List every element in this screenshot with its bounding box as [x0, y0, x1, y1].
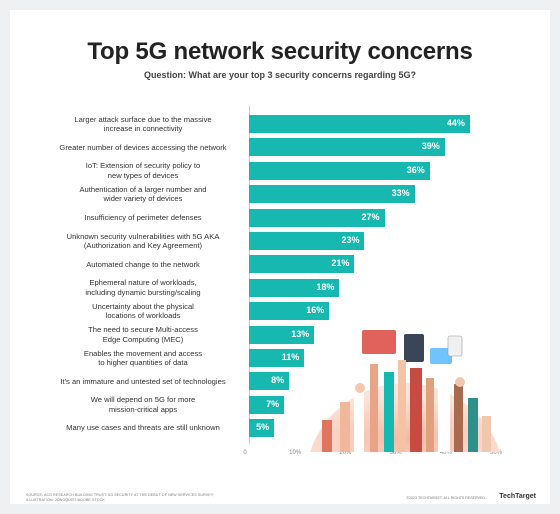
category-label: Insufficiency of perimeter defenses: [48, 213, 238, 223]
x-tick-label: 10%: [289, 450, 302, 456]
category-label-line: increase in connectivity: [103, 124, 183, 133]
category-label-line: (Authorization and Key Agreement): [83, 241, 203, 250]
category-label-line: Many use cases and threats are still unk…: [66, 423, 220, 433]
people-with-devices-illustration: [310, 330, 500, 452]
category-label-line: The need to secure Multi-access: [88, 325, 198, 335]
category-label: Uncertainty about the physical locations …: [48, 302, 238, 321]
bar-value-label: 44%: [446, 118, 465, 128]
category-label: Unknown security vulnerabilities with 5G…: [48, 232, 238, 251]
x-tick-label: 30%: [389, 450, 402, 456]
x-tick-label: 50%: [489, 450, 503, 456]
bar: 13%: [249, 325, 315, 344]
y-axis-line: [249, 106, 250, 444]
bar-value-label: 33%: [391, 188, 410, 199]
bar-value-label: 27%: [361, 211, 380, 222]
bar-value-label: 13%: [291, 328, 310, 339]
bar: 39%: [249, 138, 445, 157]
category-label: IoT: Extension of security policy to new …: [48, 161, 238, 180]
bar-value-label: 39%: [421, 141, 440, 152]
category-label-line: including dynamic bursting/scaling: [85, 287, 201, 297]
category-label: Authentication of a larger number and wid…: [48, 185, 238, 204]
x-tick-label: 40%: [439, 450, 452, 456]
category-label: Many use cases and threats are still unk…: [48, 423, 238, 433]
techtarget-logo: TechTarget: [499, 493, 536, 500]
bar-value-label: 16%: [306, 305, 325, 316]
bar-value-label: 8%: [271, 375, 285, 386]
category-label-line: mission-critical apps: [108, 404, 178, 414]
bar: 5%: [249, 419, 275, 438]
category-label: We will depend on 5G for more mission-cri…: [48, 395, 238, 414]
category-label-line: It's an immature and untested set of tec…: [60, 376, 226, 386]
category-label: Automated change to the network: [48, 260, 238, 270]
category-label: Ephemeral nature of workloads, including …: [48, 278, 238, 297]
category-label-line: to higher quantities of data: [98, 358, 188, 367]
category-label-line: Greater number of devices accessing the …: [59, 142, 227, 152]
category-label-line: Insufficiency of perimeter defenses: [84, 212, 202, 222]
bar: 21%: [249, 255, 355, 274]
bar: 44%: [249, 115, 470, 133]
bar: 33%: [249, 185, 415, 204]
category-label: Enables the movement and access to higher…: [48, 349, 238, 368]
bar-value-label: 18%: [316, 281, 335, 292]
bar-value-label: 11%: [281, 352, 300, 362]
bar-value-label: 5%: [256, 422, 270, 433]
copyright-credit: ©2023 TECHTARGET. ALL RIGHTS RESERVED.: [406, 496, 486, 500]
category-label-line: Unknown security vulnerabilities with 5G…: [66, 231, 220, 241]
category-label-line: Enables the movement and access: [83, 348, 203, 358]
source-footnote: SOURCE: ACG RESEARCH BUILDING TRUST: 5G …: [26, 493, 215, 502]
x-tick-label: 0: [243, 450, 247, 456]
bar: 23%: [249, 232, 365, 250]
bar: 11%: [249, 349, 305, 367]
bar-value-label: 7%: [266, 398, 280, 409]
bar: 36%: [249, 161, 430, 180]
category-label-line: wider variety of devices: [103, 194, 183, 204]
x-tick-label: 20%: [339, 450, 352, 456]
category-label: The need to secure Multi-access Edge Comp…: [48, 325, 238, 344]
category-label-line: IoT: Extension of security policy to: [85, 161, 201, 171]
category-label-line: Larger attack surface due to the massive: [74, 114, 212, 124]
category-label: Greater number of devices accessing the …: [48, 143, 238, 153]
category-label: It's an immature and untested set of tec…: [48, 377, 238, 387]
category-label-line: Automated change to the network: [86, 259, 200, 269]
bar: 16%: [249, 302, 330, 321]
chart-subtitle: Question: What are your top 3 security c…: [143, 70, 417, 80]
bar-value-label: 23%: [341, 235, 360, 245]
category-label: Larger attack surface due to the massive…: [48, 115, 238, 134]
category-label-line: new types of devices: [107, 170, 179, 180]
bar: 8%: [249, 372, 290, 391]
category-label-line: Edge Computing (MEC): [102, 334, 184, 344]
bar-value-label: 21%: [331, 258, 350, 269]
bar: 7%: [249, 395, 285, 414]
bar: 27%: [249, 208, 385, 227]
category-label-line: Ephemeral nature of workloads,: [89, 278, 197, 288]
bar-value-label: 36%: [406, 164, 425, 175]
category-label-line: Uncertainty about the physical: [92, 301, 194, 311]
chart-title: Top 5G network security concerns: [87, 38, 473, 65]
category-label-line: locations of workloads: [105, 311, 181, 321]
category-label-line: We will depend on 5G for more: [90, 395, 196, 405]
category-label-line: Authentication of a larger number and: [79, 184, 207, 194]
bar: 18%: [249, 278, 340, 297]
